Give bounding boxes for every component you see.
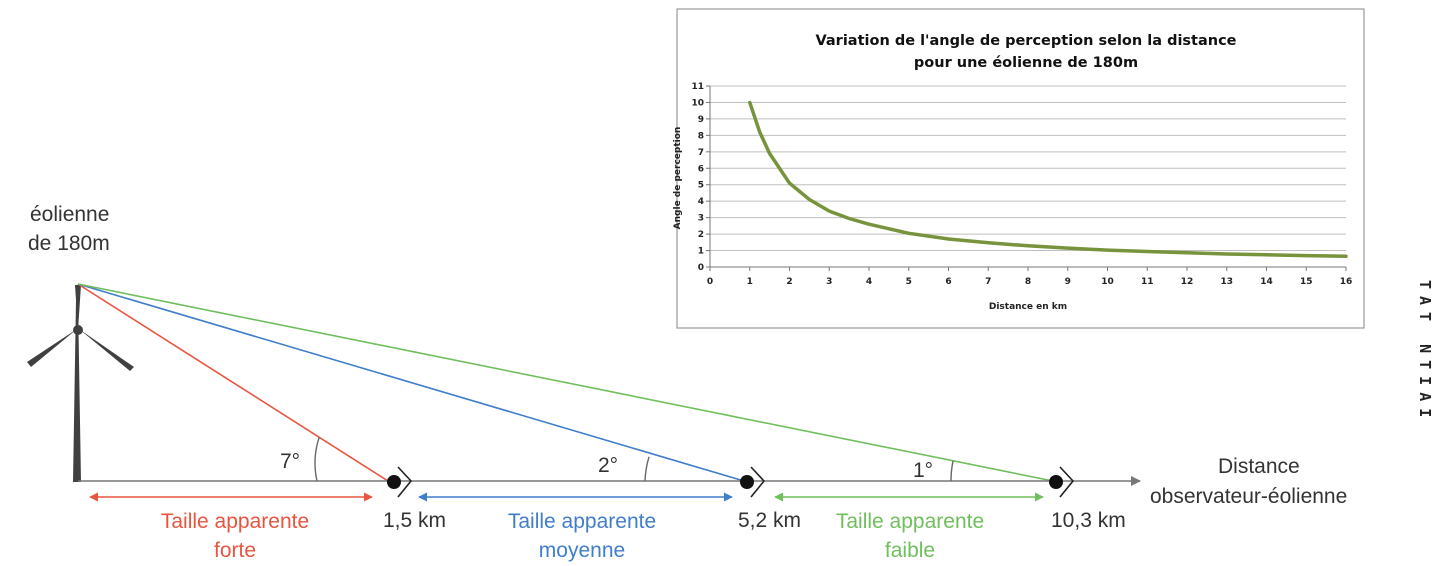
y-tick-label: 3 [698, 214, 704, 224]
x-tick-label: 13 [1220, 277, 1233, 287]
angle-label-7: 7° [280, 450, 300, 473]
y-tick-label: 7 [698, 148, 704, 158]
y-tick-label: 1 [698, 247, 704, 257]
x-tick-label: 6 [945, 277, 951, 287]
x-tick-label: 15 [1300, 277, 1313, 287]
angle-arc-2 [644, 456, 650, 482]
x-tick-label: 0 [707, 277, 713, 287]
size-label-green-line1: Taille apparente [836, 510, 984, 533]
distance-label-2: 5,2 km [738, 509, 801, 532]
size-label-blue-line1: Taille apparente [508, 510, 656, 533]
size-label-red-line1: Taille apparente [161, 510, 309, 533]
x-tick-label: 1 [747, 277, 753, 287]
x-tick-label: 3 [826, 277, 832, 287]
sight-line-green [77, 283, 1054, 482]
turbine-label-line1: éolienne [30, 203, 109, 226]
distance-label-1: 1,5 km [383, 509, 446, 532]
x-tick-label: 12 [1181, 277, 1194, 287]
x-tick-label: 9 [1065, 277, 1071, 287]
angle-label-2: 2° [598, 454, 618, 477]
size-label-red-line2: forte [214, 539, 256, 562]
size-label-green-line2: faible [885, 539, 935, 562]
y-tick-label: 8 [698, 131, 704, 141]
y-tick-label: 4 [698, 197, 704, 207]
angle-arc-7 [314, 437, 320, 482]
angle-arc-1 [950, 460, 954, 482]
size-label-blue-line2: moyenne [539, 539, 625, 562]
y-tick-label: 10 [691, 98, 704, 108]
x-tick-label: 8 [1025, 277, 1031, 287]
y-tick-label: 2 [698, 230, 704, 240]
chart-series-line-0 [748, 100, 1348, 259]
turbine-label-line2: de 180m [28, 232, 110, 255]
edge-text: TAT NTIAI [1416, 280, 1434, 424]
x-tick-label: 10 [1101, 277, 1114, 287]
chart-subtitle: pour une éolienne de 180m [914, 55, 1138, 71]
x-tick-label: 11 [1141, 277, 1154, 287]
x-tick-label: 14 [1260, 277, 1273, 287]
y-tick-label: 5 [698, 181, 704, 191]
axis-label-line2: observateur-éolienne [1150, 485, 1347, 508]
observer-eye-icon-1 [387, 466, 413, 498]
y-tick-label: 11 [691, 82, 704, 92]
sight-line-blue [77, 283, 745, 482]
axis-label-line1: Distance [1218, 455, 1300, 478]
perception-angle-chart: Variation de l'angle de perception selon… [673, 8, 1365, 329]
chart-xlabel: Distance en km [989, 302, 1067, 312]
x-tick-label: 2 [786, 277, 792, 287]
observer-eye-icon-3 [1049, 466, 1075, 498]
chart-title: Variation de l'angle de perception selon… [815, 33, 1236, 49]
x-tick-label: 4 [866, 277, 872, 287]
x-tick-label: 5 [906, 277, 912, 287]
sight-line-red [77, 283, 389, 482]
y-tick-label: 9 [698, 115, 704, 125]
chart-ylabel: Angle de perception [673, 127, 683, 230]
angle-label-1: 1° [913, 459, 933, 482]
x-tick-label: 16 [1340, 277, 1353, 287]
wind-turbine-icon [27, 285, 134, 482]
x-tick-label: 7 [985, 277, 991, 287]
y-tick-label: 6 [698, 164, 704, 174]
observer-eye-icon-2 [740, 466, 766, 498]
y-tick-label: 0 [698, 263, 704, 273]
distance-label-3: 10,3 km [1051, 509, 1126, 532]
